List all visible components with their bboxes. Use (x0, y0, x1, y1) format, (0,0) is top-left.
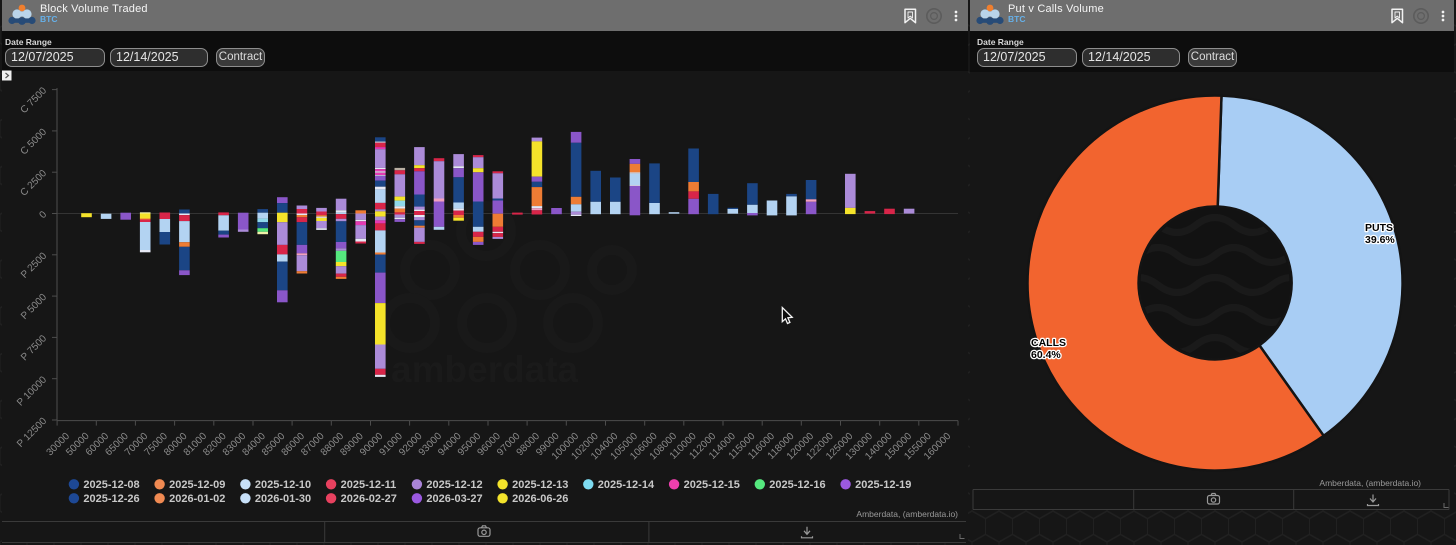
svg-text:Amberdata, (amberdata.io): Amberdata, (amberdata.io) (856, 509, 958, 519)
svg-text:2025-12-08: 2025-12-08 (83, 479, 139, 491)
svg-text:2025-12-16: 2025-12-16 (769, 479, 825, 491)
svg-text:2025-12-13: 2025-12-13 (512, 479, 568, 491)
svg-text:2025-12-11: 2025-12-11 (341, 479, 397, 491)
svg-text:2025-12-10: 2025-12-10 (255, 479, 311, 491)
svg-text:PUTS: PUTS (1365, 222, 1393, 234)
svg-text:2026-01-02: 2026-01-02 (169, 493, 225, 505)
svg-text:Amberdata, (amberdata.io): Amberdata, (amberdata.io) (1319, 478, 1421, 488)
svg-text:2025-12-12: 2025-12-12 (426, 479, 482, 491)
svg-text:2026-03-27: 2026-03-27 (426, 493, 482, 505)
svg-text:2026-06-26: 2026-06-26 (512, 493, 568, 505)
svg-text:2026-02-27: 2026-02-27 (341, 493, 397, 505)
svg-text:2026-01-30: 2026-01-30 (255, 493, 311, 505)
svg-text:2025-12-19: 2025-12-19 (855, 479, 911, 491)
svg-text:2025-12-26: 2025-12-26 (83, 493, 139, 505)
svg-text:60.4%: 60.4% (1031, 349, 1061, 361)
svg-text:2025-12-09: 2025-12-09 (169, 479, 225, 491)
svg-text:39.6%: 39.6% (1365, 234, 1395, 246)
svg-text:2025-12-14: 2025-12-14 (598, 479, 655, 491)
svg-text:2025-12-15: 2025-12-15 (684, 479, 740, 491)
svg-text:amberdata: amberdata (391, 349, 579, 390)
svg-text:CALLS: CALLS (1031, 337, 1066, 349)
